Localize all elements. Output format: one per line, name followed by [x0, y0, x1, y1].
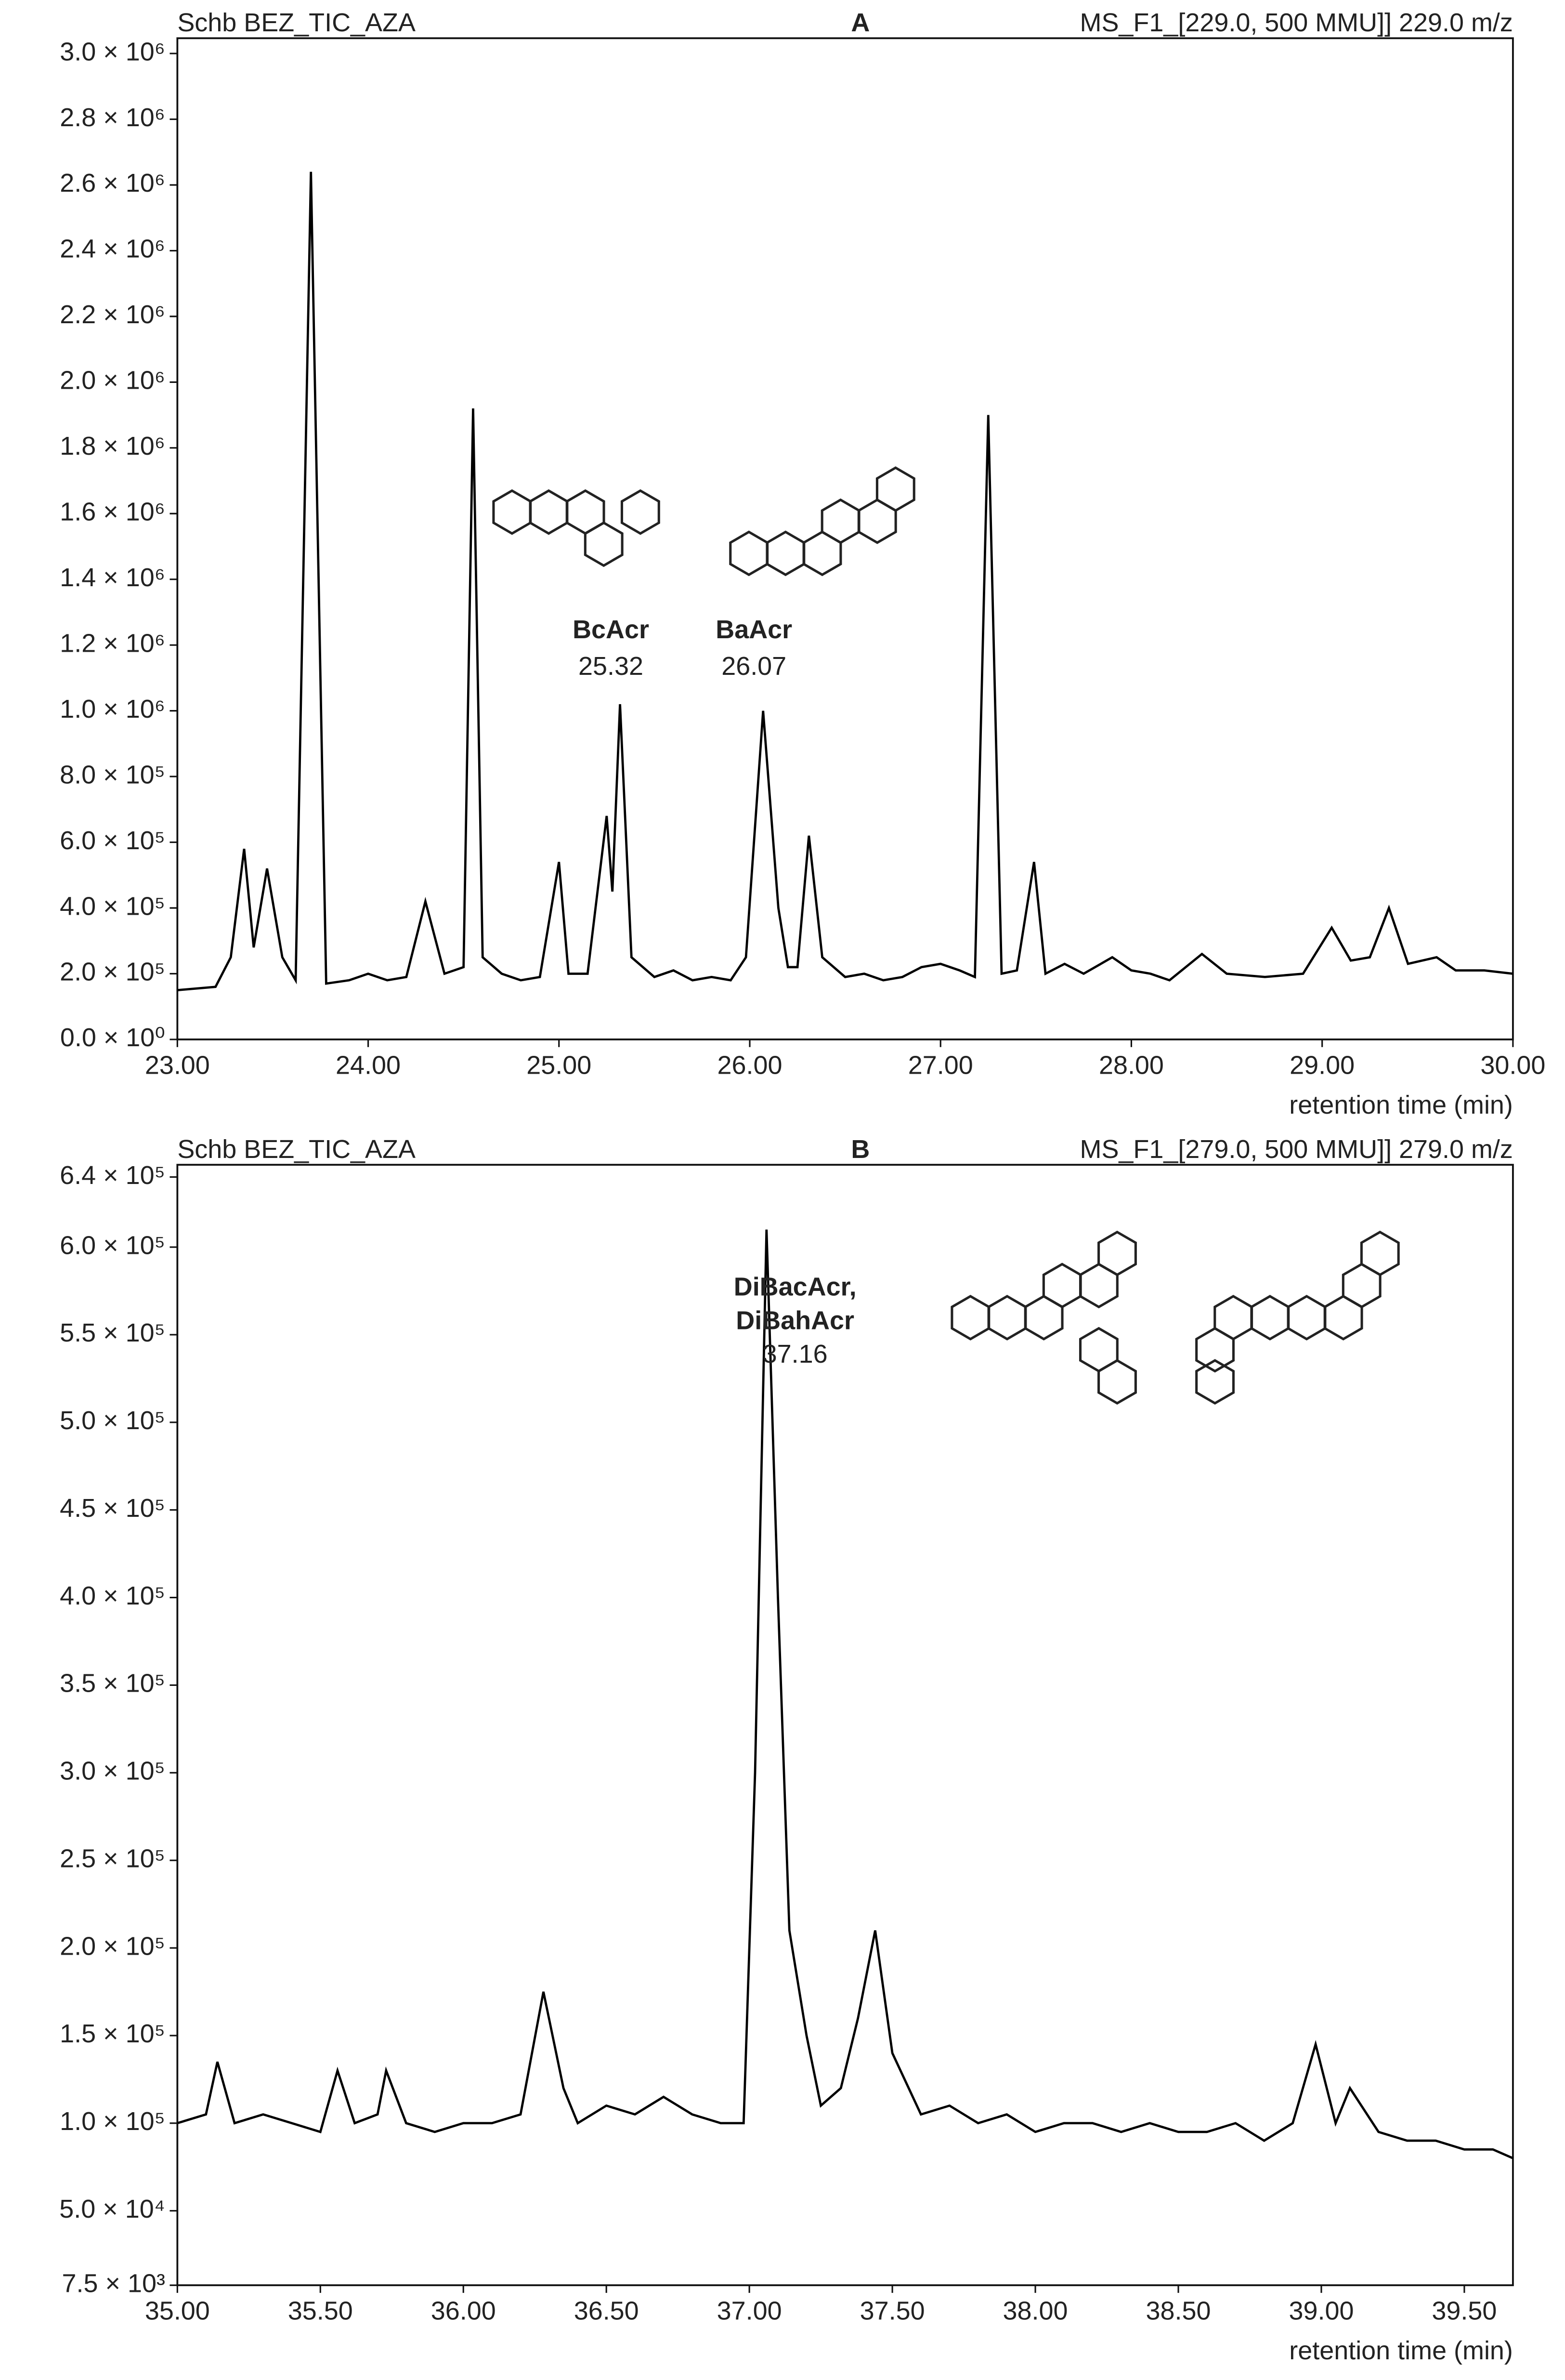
- y-tick-label: 5.0 × 10⁵: [60, 1406, 165, 1435]
- y-tick-label: 1.0 × 10⁵: [60, 2107, 165, 2136]
- x-tick-label: 27.00: [908, 1051, 973, 1079]
- header-left: Schb BEZ_TIC_AZA: [177, 8, 416, 37]
- x-tick-label: 23.00: [145, 1051, 210, 1079]
- header-right: MS_F1_[279.0, 500 MMU]] 279.0 m/z: [1080, 1135, 1513, 1164]
- x-tick-label: 28.00: [1099, 1051, 1164, 1079]
- annotation-name: DiBahAcr: [736, 1306, 854, 1335]
- x-tick-label: 36.50: [574, 2297, 639, 2326]
- y-tick-label: 1.2 × 10⁶: [60, 629, 165, 657]
- y-tick-label: 3.0 × 10⁶: [60, 37, 165, 66]
- y-tick-label: 8.0 × 10⁵: [60, 760, 165, 789]
- annotation-name: DiBacAcr,: [734, 1272, 857, 1301]
- annotation-name: BaAcr: [716, 615, 792, 644]
- y-tick-label: 6.4 × 10⁵: [60, 1161, 165, 1190]
- x-tick-label: 39.00: [1289, 2297, 1354, 2326]
- x-tick-label: 38.00: [1003, 2297, 1068, 2326]
- y-tick-label: 2.6 × 10⁶: [60, 169, 165, 197]
- y-tick-label: 6.0 × 10⁵: [60, 1231, 165, 1260]
- x-tick-label: 26.00: [717, 1051, 782, 1079]
- y-tick-label: 6.0 × 10⁵: [60, 826, 165, 855]
- y-tick-label: 2.0 × 10⁵: [60, 1932, 165, 1960]
- x-tick-label: 25.00: [526, 1051, 591, 1079]
- y-tick-label: 1.5 × 10⁵: [60, 2019, 165, 2048]
- x-tick-label: 29.00: [1290, 1051, 1355, 1079]
- y-tick-label: 7.5 × 10³: [62, 2269, 165, 2298]
- y-tick-label: 4.5 × 10⁵: [60, 1494, 165, 1523]
- structure-bcacr: [494, 491, 659, 565]
- x-tick-label: 37.00: [717, 2297, 782, 2326]
- x-tick-label: 36.00: [431, 2297, 496, 2326]
- chromatogram-trace: [177, 171, 1513, 991]
- structure-dibahacr: [1197, 1232, 1399, 1403]
- y-tick-label: 1.0 × 10⁶: [60, 695, 165, 723]
- panel-title: A: [851, 8, 870, 37]
- x-tick-label: 30.00: [1480, 1051, 1545, 1079]
- annotation-rt: 25.32: [578, 652, 643, 681]
- x-tick-label: 35.00: [145, 2297, 210, 2326]
- structure-dibacacr: [952, 1232, 1135, 1403]
- x-tick-label: 35.50: [288, 2297, 353, 2326]
- header-right: MS_F1_[229.0, 500 MMU]] 229.0 m/z: [1080, 8, 1513, 37]
- y-tick-label: 2.4 × 10⁶: [60, 235, 165, 263]
- structure-baacr: [730, 468, 914, 575]
- plot-frame: [176, 37, 1514, 1040]
- y-tick-label: 3.5 × 10⁵: [60, 1669, 165, 1698]
- y-tick-label: 3.0 × 10⁵: [60, 1757, 165, 1786]
- y-tick-label: 4.0 × 10⁵: [60, 892, 165, 920]
- y-tick-label: 1.4 × 10⁶: [60, 563, 165, 592]
- y-tick-label: 1.8 × 10⁶: [60, 432, 165, 460]
- y-tick-label: 1.6 × 10⁶: [60, 498, 165, 526]
- x-tick-label: 39.50: [1432, 2297, 1497, 2326]
- header-left: Schb BEZ_TIC_AZA: [177, 1135, 416, 1164]
- y-tick-label: 2.5 × 10⁵: [60, 1844, 165, 1873]
- y-tick-label: 5.0 × 10⁴: [59, 2195, 165, 2223]
- annotation-rt: 26.07: [721, 652, 786, 681]
- y-tick-label: 5.5 × 10⁵: [60, 1318, 165, 1347]
- y-tick-label: 2.8 × 10⁶: [60, 103, 165, 132]
- plot-frame: [176, 1164, 1514, 2287]
- y-tick-label: 4.0 × 10⁵: [60, 1581, 165, 1610]
- chromatogram-trace: [177, 1229, 1513, 2159]
- y-tick-label: 0.0 × 10⁰: [60, 1023, 165, 1052]
- x-tick-label: 38.50: [1146, 2297, 1211, 2326]
- x-axis-label: retention time (min): [1289, 2336, 1513, 2365]
- y-tick-label: 2.0 × 10⁵: [60, 958, 165, 986]
- x-tick-label: 24.00: [336, 1051, 401, 1079]
- x-tick-label: 37.50: [860, 2297, 925, 2326]
- x-axis-label: retention time (min): [1289, 1091, 1513, 1119]
- annotation-rt: 37.16: [763, 1340, 828, 1368]
- y-tick-label: 2.0 × 10⁶: [60, 366, 165, 395]
- panel-title: B: [851, 1135, 870, 1164]
- y-tick-label: 2.2 × 10⁶: [60, 300, 165, 329]
- annotation-name: BcAcr: [573, 615, 649, 644]
